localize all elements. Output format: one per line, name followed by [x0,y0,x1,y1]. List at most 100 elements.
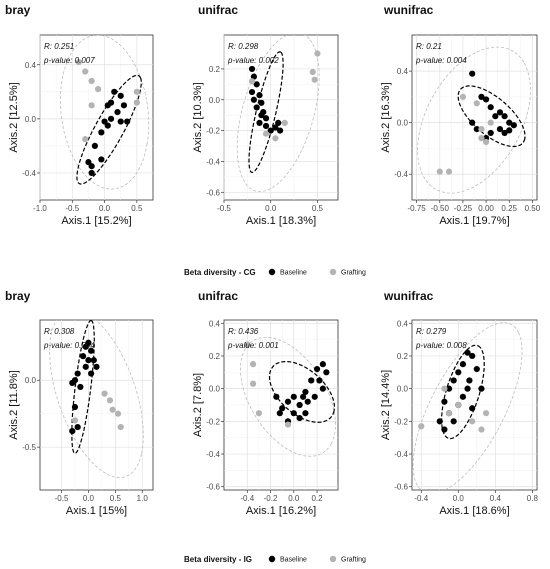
baseline-point [492,113,499,120]
baseline-point [93,363,100,370]
grafting-confidence-ellipse [417,46,531,194]
y-tick-label: 0.0 [209,385,221,394]
baseline-point [82,343,89,350]
baseline-point [88,169,95,177]
baseline-point [478,93,485,100]
x-axis-label: Axis.1 [18.6%] [439,505,509,517]
y-tick-label: -0.4 [206,450,220,459]
baseline-point [501,129,508,137]
y-tick-label: 0.0 [25,115,37,124]
panel-title: unifrac [198,3,238,17]
grafting-point [281,119,288,126]
baseline-point [250,96,258,103]
baseline-point [77,383,84,391]
baseline-point [466,377,473,384]
grafting-point [309,68,316,76]
r-statistic-label: R: 0.279 [416,327,447,336]
r-statistic-label: R: 0.298 [228,42,259,51]
x-tick-label: 0.5 [312,204,324,213]
baseline-point [496,109,504,116]
baseline-confidence-ellipse [440,344,485,440]
x-tick-label: 0.5 [131,204,143,213]
x-tick-label: 0.2 [311,494,323,503]
grafting-point [445,410,453,417]
x-tick-label: 0.5 [110,494,122,503]
grafting-confidence-ellipse [412,322,523,490]
x-axis-label: Axis.1 [18.3%] [246,215,316,227]
baseline-point [302,410,309,417]
baseline-point [478,385,485,392]
y-tick-label: -0.6 [394,483,408,492]
baseline-point [308,377,315,384]
grafting-point [487,119,494,126]
baseline-confidence-ellipse [76,74,142,185]
grafting-point [101,390,108,397]
plot-panel [223,34,339,201]
legend-baseline-label: Baseline [280,557,307,564]
baseline-point [445,385,453,392]
baseline-point [256,119,263,126]
baseline-point [71,377,79,384]
grafting-point [88,77,95,85]
baseline-point [482,96,490,103]
y-tick-label: 0.2 [209,352,221,361]
panel-title: bray [5,289,31,303]
y-tick-label: 0.2 [209,65,221,74]
baseline-point [273,393,280,400]
baseline-point [464,349,471,356]
y-tick-label: -0.2 [206,127,220,136]
grafting-point [262,130,270,137]
baseline-point [98,156,105,163]
x-tick-label: -0.4 [414,494,428,503]
grafting-point [82,68,89,75]
baseline-point [296,414,303,422]
grafting-point [436,168,443,175]
baseline-confidence-ellipse [457,85,526,148]
baseline-point [85,357,92,364]
grafting-point [106,397,114,404]
baseline-point [258,112,265,119]
baseline-point [487,104,494,111]
y-tick-label: 0.0 [397,119,409,128]
p-value-label: p-value: 0.004 [43,341,95,350]
y-axis-label: Axis.2 [14.4%] [380,370,392,440]
baseline-point [124,118,131,125]
baseline-point [98,129,105,136]
y-axis-label: Axis.2 [10.3%] [192,82,204,152]
grafting-point [82,136,89,143]
baseline-point [262,115,270,122]
grafting-point [249,361,257,368]
baseline-point [90,357,97,364]
grafting-point [441,385,448,392]
grafting-point [249,380,257,387]
grafting-point [272,135,279,142]
baseline-point [436,418,443,425]
x-tick-label: 0.0 [288,494,300,503]
x-tick-label: 0.0 [99,204,111,213]
x-tick-label: -0.5 [65,204,79,213]
p-value-label: p-value: 0.008 [415,341,467,350]
baseline-point [311,393,318,400]
y-tick-label: -0.2 [206,417,220,426]
y-tick-label: 0.4 [25,61,37,70]
baseline-point [487,129,494,137]
x-tick-label: -0.50 [431,204,450,213]
x-tick-label: 0.0 [453,494,465,503]
legend-title: Beta diversity - CG [184,268,256,277]
baseline-point [88,347,95,354]
grafting-point [459,93,467,100]
legend-grafting-label: Grafting [341,270,366,277]
baseline-point [275,119,282,126]
grafting-point [284,421,292,428]
baseline-point [120,102,128,109]
baseline-point [248,88,256,96]
legend-baseline-key [268,268,276,276]
x-tick-label: 0.25 [501,204,517,213]
baseline-point [323,369,330,376]
grafting-point [75,58,82,66]
legend-title: Beta diversity - IG [184,555,252,564]
baseline-point [290,410,297,417]
baseline-point [88,370,95,377]
grafting-point [478,126,485,133]
